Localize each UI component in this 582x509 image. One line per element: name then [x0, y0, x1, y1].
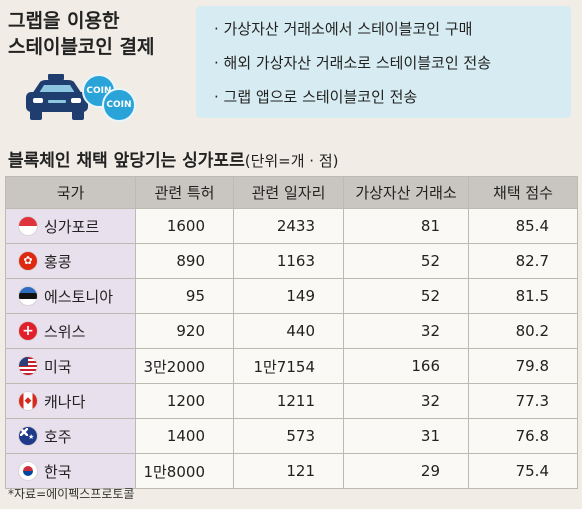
patents-cell: 3만2000 — [135, 348, 234, 384]
step-2: · 해외 가상자산 거래소로 스테이블코인 전송 — [214, 54, 492, 72]
score-cell: 75.4 — [468, 453, 578, 489]
country-cell: ✿ 홍콩 — [5, 243, 136, 279]
table-row: 싱가포르 1600 2433 81 85.4 — [5, 208, 578, 244]
title-line-1: 그랩을 이용한 — [8, 10, 120, 32]
country-name: 한국 — [44, 462, 72, 481]
singapore-flag-icon — [18, 216, 38, 236]
exchanges-cell: 31 — [343, 418, 469, 454]
jobs-cell: 149 — [233, 278, 344, 314]
header-jobs: 관련 일자리 — [233, 176, 344, 209]
exchanges-cell: 32 — [343, 313, 469, 349]
jobs-cell: 1만7154 — [233, 348, 344, 384]
country-cell: + 스위스 — [5, 313, 136, 349]
table-row: ◆ 캐나다 1200 1211 32 77.3 — [5, 383, 578, 419]
table-row: 미국 3만2000 1만7154 166 79.8 — [5, 348, 578, 384]
korea-flag-icon — [18, 461, 38, 481]
infographic-title: 그랩을 이용한 스테이블코인 결제 — [8, 8, 154, 60]
header-exchanges: 가상자산 거래소 — [343, 176, 469, 209]
coin-icon-2: COIN — [102, 88, 136, 122]
header-patents: 관련 특허 — [135, 176, 234, 209]
score-cell: 79.8 — [468, 348, 578, 384]
australia-flag-icon: ★ — [18, 426, 38, 446]
taxi-illustration: COIN COIN — [22, 72, 142, 122]
exchanges-cell: 29 — [343, 453, 469, 489]
country-cell: 미국 — [5, 348, 136, 384]
score-cell: 80.2 — [468, 313, 578, 349]
patents-cell: 920 — [135, 313, 234, 349]
jobs-cell: 1163 — [233, 243, 344, 279]
country-cell: 에스토니아 — [5, 278, 136, 314]
process-steps-box: · 가상자산 거래소에서 스테이블코인 구매 · 해외 가상자산 거래소로 스테… — [196, 6, 571, 118]
header-score: 채택 점수 — [468, 176, 578, 209]
score-cell: 77.3 — [468, 383, 578, 419]
title-line-2: 스테이블코인 결제 — [8, 36, 155, 58]
country-name: 캐나다 — [44, 392, 86, 411]
taxi-icon — [26, 74, 88, 120]
exchanges-cell: 81 — [343, 208, 469, 244]
country-name: 에스토니아 — [44, 287, 114, 306]
exchanges-cell: 32 — [343, 383, 469, 419]
jobs-cell: 121 — [233, 453, 344, 489]
exchanges-cell: 166 — [343, 348, 469, 384]
table-row: + 스위스 920 440 32 80.2 — [5, 313, 578, 349]
table-row: ★ 호주 1400 573 31 76.8 — [5, 418, 578, 454]
blockchain-adoption-table: 국가 관련 특허 관련 일자리 가상자산 거래소 채택 점수 싱가포르 1600… — [5, 176, 578, 489]
jobs-cell: 2433 — [233, 208, 344, 244]
country-cell: ★ 호주 — [5, 418, 136, 454]
table-header-row: 국가 관련 특허 관련 일자리 가상자산 거래소 채택 점수 — [5, 176, 578, 209]
patents-cell: 1400 — [135, 418, 234, 454]
patents-cell: 1만8000 — [135, 453, 234, 489]
canada-flag-icon: ◆ — [18, 391, 38, 411]
score-cell: 82.7 — [468, 243, 578, 279]
header-country: 국가 — [5, 176, 136, 209]
country-cell: 한국 — [5, 453, 136, 489]
hongkong-flag-icon: ✿ — [18, 251, 38, 271]
score-cell: 81.5 — [468, 278, 578, 314]
score-cell: 76.8 — [468, 418, 578, 454]
country-cell: ◆ 캐나다 — [5, 383, 136, 419]
score-cell: 85.4 — [468, 208, 578, 244]
estonia-flag-icon — [18, 286, 38, 306]
patents-cell: 1200 — [135, 383, 234, 419]
patents-cell: 890 — [135, 243, 234, 279]
section-title-text: 블록체인 채택 앞당기는 싱가포르 — [8, 151, 245, 171]
table-row: ✿ 홍콩 890 1163 52 82.7 — [5, 243, 578, 279]
section-title: 블록체인 채택 앞당기는 싱가포르(단위=개 · 점) — [8, 146, 339, 171]
jobs-cell: 440 — [233, 313, 344, 349]
country-name: 스위스 — [44, 322, 86, 341]
source-note: *자료=에이펙스프로토콜 — [8, 487, 135, 501]
step-1: · 가상자산 거래소에서 스테이블코인 구매 — [214, 20, 473, 38]
country-name: 미국 — [44, 357, 72, 376]
usa-flag-icon — [18, 356, 38, 376]
country-name: 홍콩 — [44, 252, 72, 271]
patents-cell: 1600 — [135, 208, 234, 244]
step-3: · 그랩 앱으로 스테이블코인 전송 — [214, 88, 418, 106]
switzerland-flag-icon: + — [18, 321, 38, 341]
table-row: 한국 1만8000 121 29 75.4 — [5, 453, 578, 489]
country-cell: 싱가포르 — [5, 208, 136, 244]
country-name: 싱가포르 — [44, 217, 100, 236]
jobs-cell: 1211 — [233, 383, 344, 419]
patents-cell: 95 — [135, 278, 234, 314]
jobs-cell: 573 — [233, 418, 344, 454]
country-name: 호주 — [44, 427, 72, 446]
unit-label: (단위=개 · 점) — [244, 152, 339, 170]
exchanges-cell: 52 — [343, 243, 469, 279]
table-row: 에스토니아 95 149 52 81.5 — [5, 278, 578, 314]
exchanges-cell: 52 — [343, 278, 469, 314]
